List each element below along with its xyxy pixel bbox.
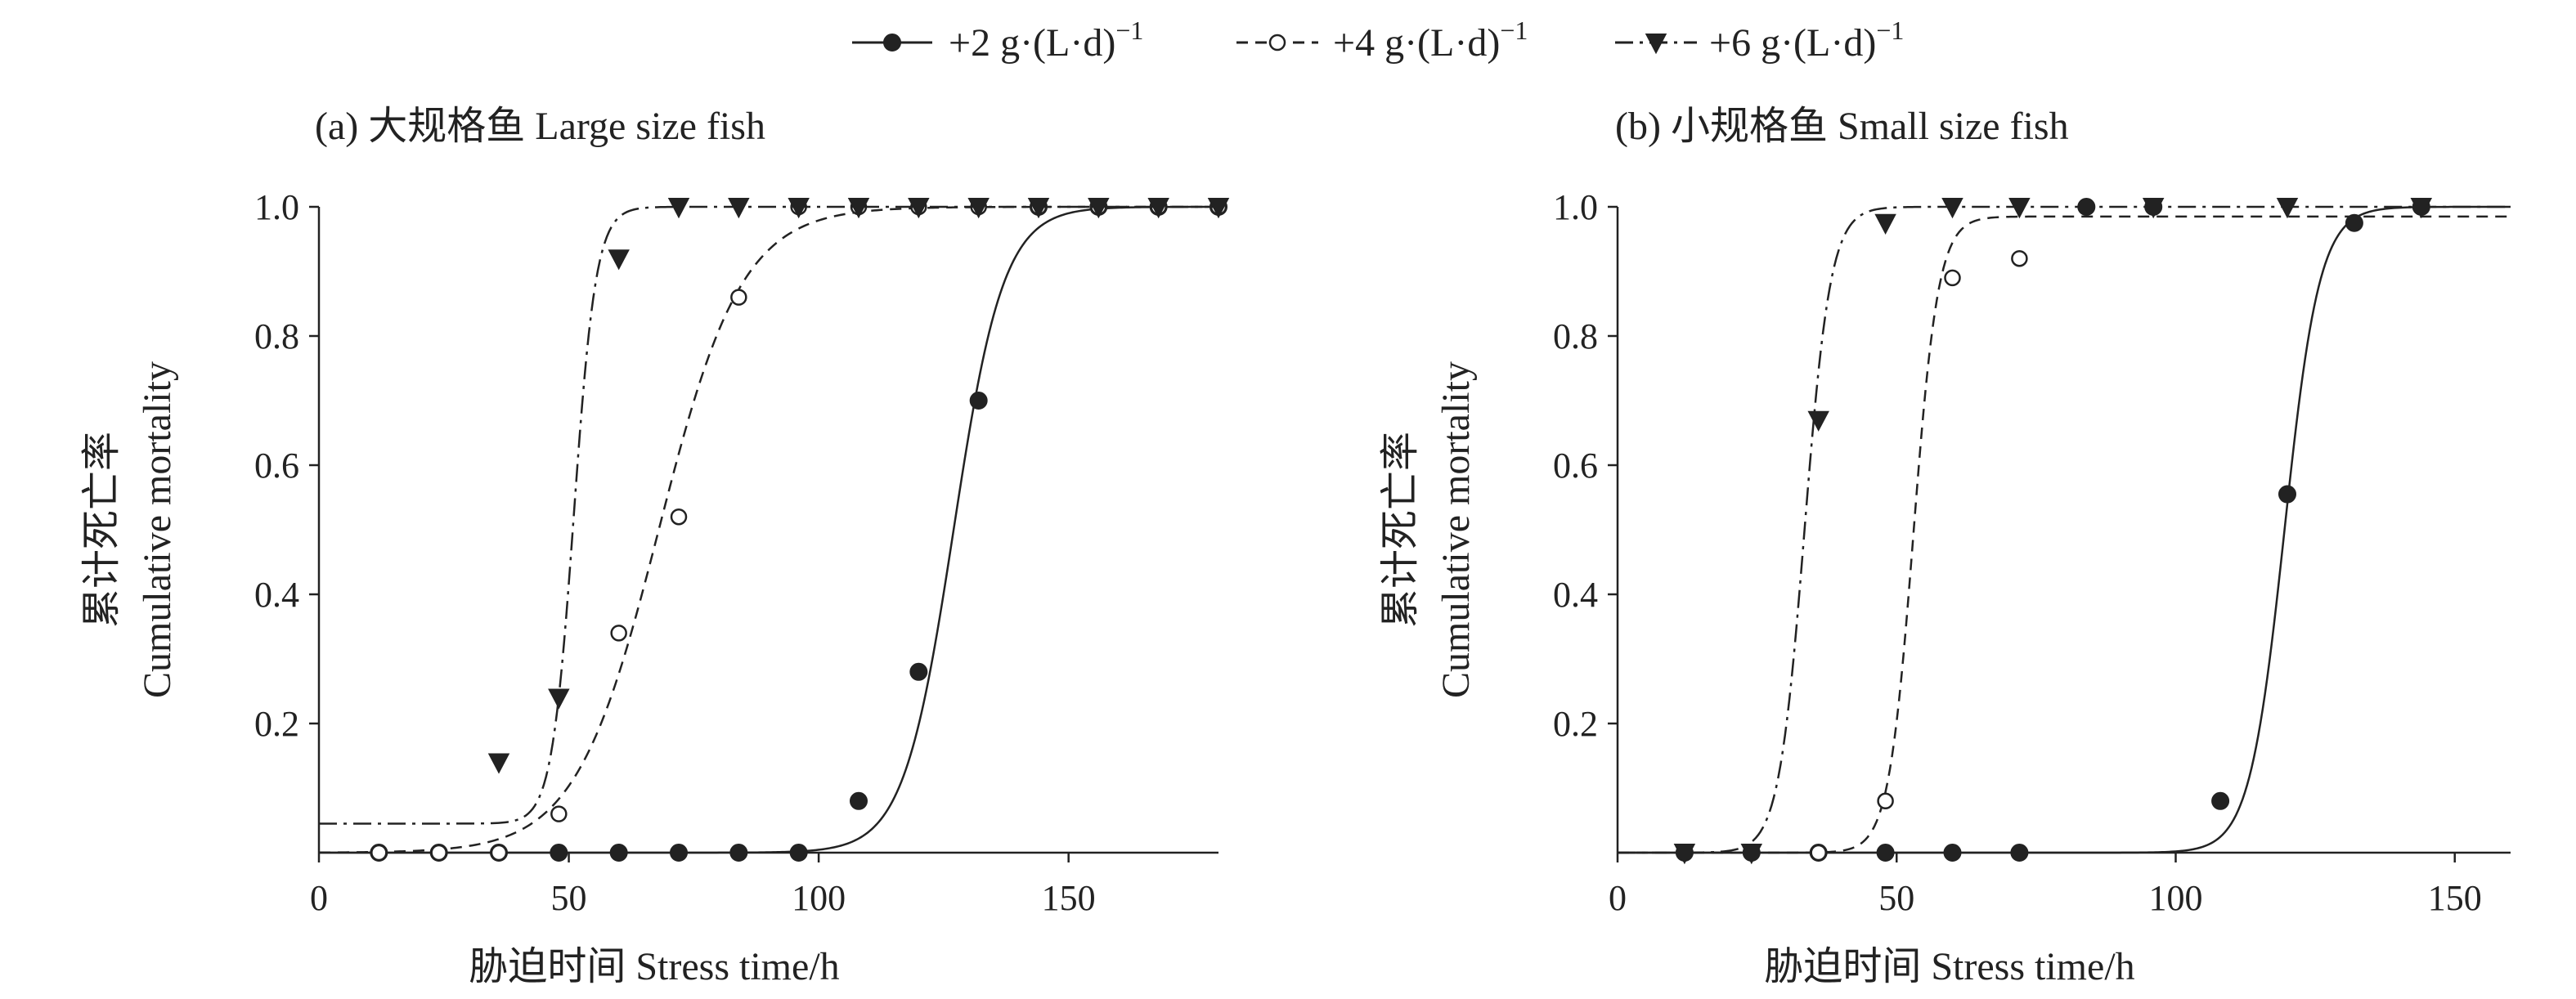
data-point-g2 bbox=[909, 662, 928, 681]
data-point-g6 bbox=[1941, 198, 1963, 219]
fit-curve-g4 bbox=[318, 205, 1218, 854]
panel-title: (a) 大规格鱼 Large size fish bbox=[315, 105, 765, 148]
y-axis-title-cn: 累计死亡率 bbox=[1379, 432, 1422, 628]
data-point-g4 bbox=[490, 844, 508, 862]
x-axis-title: 胁迫时间 Stress time/h bbox=[1764, 945, 2134, 988]
data-point-g6 bbox=[2410, 198, 2433, 219]
data-point-g6 bbox=[908, 198, 930, 219]
data-point-g2 bbox=[670, 844, 688, 862]
data-point-g2 bbox=[2345, 213, 2363, 232]
data-point-g6 bbox=[1740, 844, 1763, 865]
x-axis-title: 胁迫时间 Stress time/h bbox=[469, 945, 839, 988]
y-tick-label: 0.6 bbox=[1553, 446, 1598, 486]
fit-curve-g4 bbox=[1618, 215, 2511, 854]
data-point-g6 bbox=[2142, 198, 2165, 219]
data-point-g6 bbox=[1874, 213, 1896, 235]
data-point-g4 bbox=[370, 844, 388, 862]
data-point-g6 bbox=[667, 198, 690, 219]
data-point-g6 bbox=[608, 249, 630, 271]
data-point-g4 bbox=[610, 625, 627, 642]
data-point-g6 bbox=[1088, 198, 1110, 219]
x-tick-label: 50 bbox=[551, 878, 587, 918]
legend-item-g4: +4 g·(L·d)−1 bbox=[1236, 16, 1528, 65]
data-point-g6 bbox=[847, 198, 870, 219]
x-tick-label: 100 bbox=[2149, 878, 2203, 918]
y-tick-label: 0.2 bbox=[1553, 704, 1598, 744]
panel-b: (b) 小规格鱼 Small size fish 0 50 100 150 0.2 0.4 0… bbox=[1379, 105, 2511, 988]
data-point-g2 bbox=[1943, 844, 1962, 862]
legend-exponent-g4: −1 bbox=[1500, 16, 1528, 45]
data-point-g6 bbox=[548, 688, 570, 710]
data-point-g4 bbox=[430, 844, 447, 862]
y-axis-title-en: Cumulative mortality bbox=[1434, 361, 1478, 698]
data-point-g6 bbox=[2008, 198, 2031, 219]
data-point-g2 bbox=[609, 844, 628, 862]
data-point-g4 bbox=[1877, 792, 1894, 810]
data-point-g6 bbox=[1147, 198, 1169, 219]
data-point-g2 bbox=[1876, 844, 1895, 862]
x-tick-label: 150 bbox=[2428, 878, 2482, 918]
fit-curve-g6 bbox=[1618, 205, 2511, 854]
x-tick-label: 0 bbox=[310, 878, 328, 918]
data-point-g2 bbox=[2211, 791, 2230, 810]
legend-marker-g4 bbox=[1268, 34, 1286, 52]
legend-exponent-g2: −1 bbox=[1115, 16, 1143, 45]
data-point-g6 bbox=[1027, 198, 1050, 219]
data-point-g6 bbox=[967, 198, 990, 219]
data-point-g6 bbox=[487, 753, 510, 774]
fit-curve-g2 bbox=[1618, 205, 2511, 854]
data-point-g2 bbox=[729, 844, 748, 862]
legend: +2 g·(L·d)−1 +4 g·(L·d)−1 +6 g·(L·d)−1 bbox=[852, 16, 1904, 65]
x-tick-label: 100 bbox=[792, 878, 846, 918]
y-tick-label: 0.4 bbox=[1553, 575, 1598, 615]
data-point-g4 bbox=[2011, 249, 2028, 267]
x-tick-label: 50 bbox=[1878, 878, 1914, 918]
data-point-g6 bbox=[788, 198, 810, 219]
y-tick-label: 0.2 bbox=[254, 704, 299, 744]
y-tick-label: 0.8 bbox=[1553, 316, 1598, 356]
data-point-g6 bbox=[1207, 198, 1230, 219]
legend-marker-g2 bbox=[883, 34, 901, 52]
y-tick-label: 1.0 bbox=[1553, 187, 1598, 227]
x-tick-label: 150 bbox=[1042, 878, 1096, 918]
fit-curve-g2 bbox=[319, 205, 1218, 854]
data-point-g2 bbox=[2278, 485, 2296, 504]
y-axis-title-cn: 累计死亡率 bbox=[80, 432, 123, 628]
data-point-g6 bbox=[1807, 410, 1829, 432]
fit-curve-g6 bbox=[319, 205, 1218, 825]
legend-label-g4: +4 g·(L·d)−1 bbox=[1333, 16, 1528, 65]
legend-item-g2: +2 g·(L·d)−1 bbox=[852, 16, 1143, 65]
y-tick-label: 0.6 bbox=[254, 446, 299, 486]
legend-exponent-g6: −1 bbox=[1876, 16, 1904, 45]
legend-marker-g6 bbox=[1645, 34, 1667, 55]
y-tick-label: 0.4 bbox=[254, 575, 299, 615]
data-point-g4 bbox=[670, 508, 688, 526]
data-point-g2 bbox=[969, 392, 988, 410]
data-point-g6 bbox=[1673, 844, 1696, 865]
data-point-g4 bbox=[1810, 844, 1827, 862]
data-point-g2 bbox=[850, 791, 868, 810]
data-point-g2 bbox=[550, 844, 568, 862]
legend-item-g6: +6 g·(L·d)−1 bbox=[1615, 16, 1904, 65]
data-point-g2 bbox=[2010, 844, 2029, 862]
x-tick-label: 0 bbox=[1609, 878, 1627, 918]
y-tick-label: 1.0 bbox=[254, 187, 299, 227]
y-tick-label: 0.8 bbox=[254, 316, 299, 356]
panel-a: (a) 大规格鱼 Large size fish 0 50 100 150 0.2 0.4 0… bbox=[80, 105, 1230, 988]
data-point-g4 bbox=[730, 289, 747, 306]
y-axis-title-en: Cumulative mortality bbox=[136, 361, 179, 698]
data-point-g4 bbox=[1944, 269, 1961, 287]
data-point-g2 bbox=[789, 844, 808, 862]
legend-label-g2: +2 g·(L·d)−1 bbox=[949, 16, 1143, 65]
legend-label-g6: +6 g·(L·d)−1 bbox=[1709, 16, 1904, 65]
panel-title: (b) 小规格鱼 Small size fish bbox=[1615, 105, 2069, 148]
data-point-g6 bbox=[2276, 198, 2299, 219]
data-point-g4 bbox=[550, 805, 568, 822]
data-point-g6 bbox=[728, 198, 750, 219]
